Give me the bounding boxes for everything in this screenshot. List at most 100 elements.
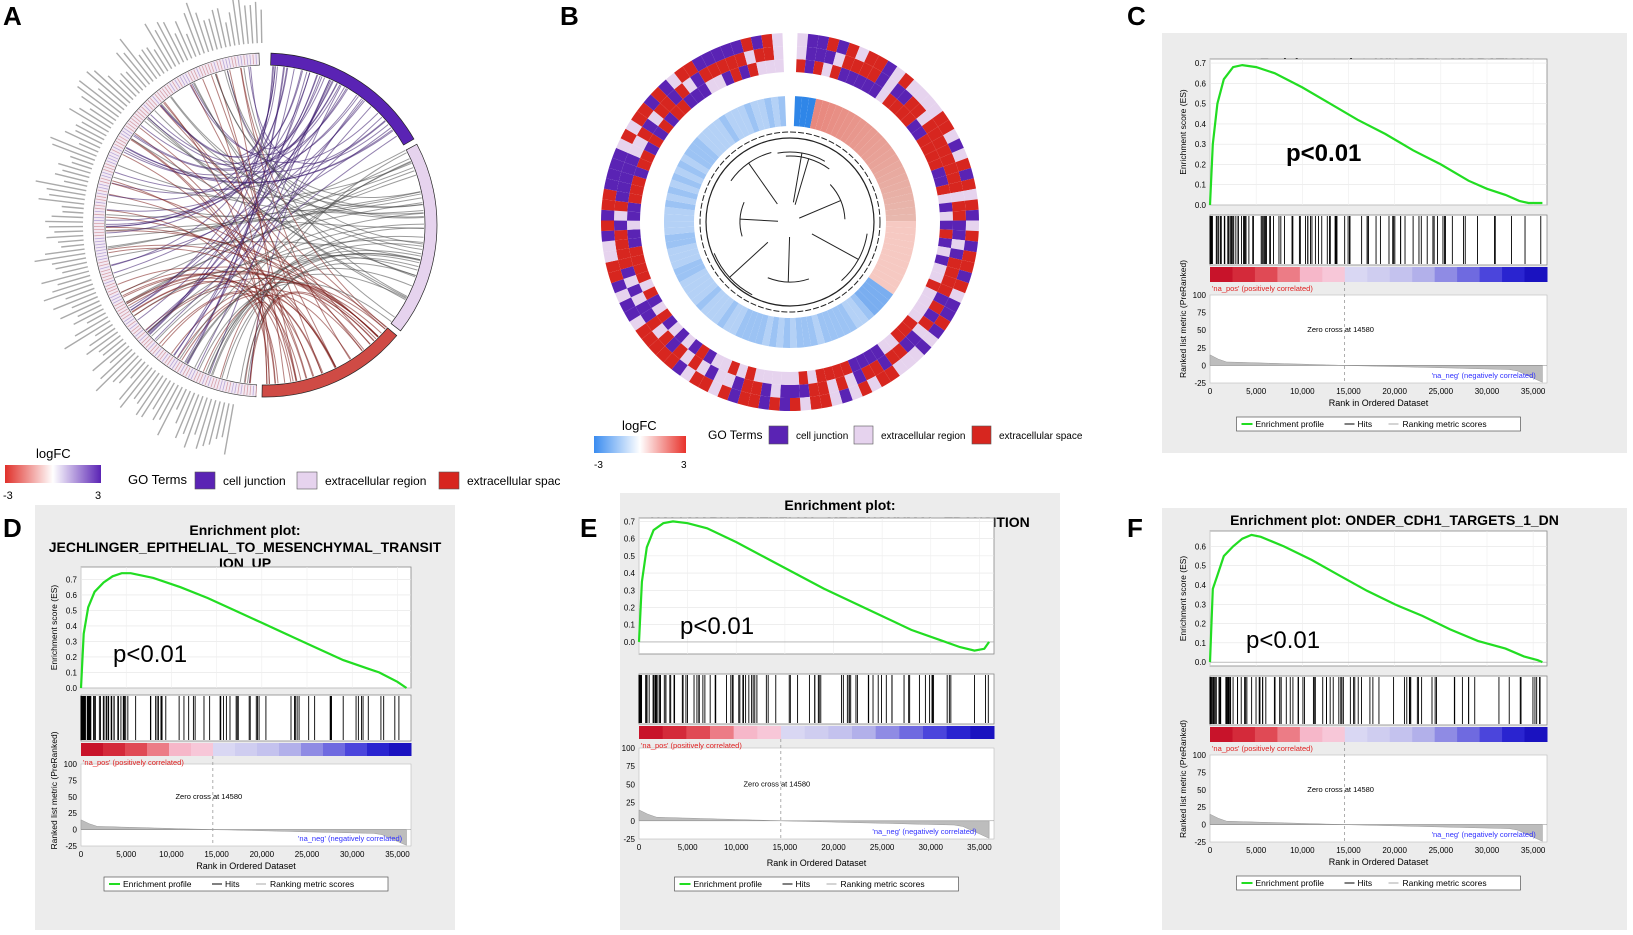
x-tick-label: 5,000 bbox=[1246, 846, 1267, 855]
gene-label-tick bbox=[61, 245, 84, 247]
es-tick-label: 0.6 bbox=[624, 535, 636, 544]
rank-color-segment bbox=[1412, 267, 1435, 282]
panel-a-logfc-title: logFC bbox=[36, 446, 71, 461]
metric-tick-label: 25 bbox=[626, 799, 635, 808]
rank-color-segment bbox=[1345, 267, 1368, 282]
gene-stripe bbox=[256, 54, 257, 64]
rank-color-segment bbox=[169, 743, 192, 756]
rank-color-segment bbox=[1210, 267, 1233, 282]
zero-cross-label: Zero cross at 14580 bbox=[1307, 325, 1374, 334]
metric-tick-label: 75 bbox=[68, 776, 77, 785]
go-term-cell bbox=[614, 201, 628, 212]
es-tick-label: 0.3 bbox=[66, 637, 78, 646]
go-term-cell bbox=[781, 372, 790, 385]
rank-color-segment bbox=[367, 743, 390, 756]
rank-color-segment bbox=[81, 743, 104, 756]
x-tick-label: 20,000 bbox=[1382, 387, 1407, 396]
metric-tick-label: 25 bbox=[68, 809, 77, 818]
neg-correlated-label: 'na_neg' (negatively correlated) bbox=[872, 827, 977, 836]
metric-plot-area bbox=[639, 748, 994, 839]
gene-label-tick bbox=[87, 332, 118, 355]
rank-color-segment bbox=[323, 743, 346, 756]
pos-correlated-label: 'na_pos' (positively correlated) bbox=[1212, 744, 1313, 753]
legend-swatch-space bbox=[439, 472, 459, 489]
go-term-cell bbox=[799, 384, 810, 398]
es-tick-label: 0.2 bbox=[1195, 620, 1207, 629]
gene-label-tick bbox=[238, 0, 243, 44]
es-tick-label: 0.1 bbox=[1195, 639, 1207, 648]
go-term-cell bbox=[797, 46, 807, 60]
rank-color-segment bbox=[663, 726, 687, 739]
go-term-cell bbox=[780, 385, 790, 398]
rank-color-segment bbox=[1277, 727, 1300, 742]
gene-label-tick bbox=[95, 324, 112, 335]
metric-tick-label: 75 bbox=[1197, 768, 1206, 777]
gene-label-tick bbox=[75, 317, 108, 336]
x-axis-label: Rank in Ordered Dataset bbox=[1329, 398, 1429, 408]
legend-term-space: extracellular space bbox=[999, 431, 1083, 442]
x-tick-label: 35,000 bbox=[1521, 387, 1546, 396]
rank-color-segment bbox=[1367, 727, 1390, 742]
es-tick-label: 0.3 bbox=[1195, 140, 1207, 149]
rank-color-segment bbox=[639, 726, 663, 739]
neg-correlated-label: 'na_neg' (negatively correlated) bbox=[1432, 371, 1537, 380]
es-tick-label: 0.3 bbox=[1195, 600, 1207, 609]
x-tick-label: 15,000 bbox=[1336, 387, 1361, 396]
gene-label-tick bbox=[137, 373, 159, 404]
gsea-panel-f: Enrichment plot: ONDER_CDH1_TARGETS_1_DN… bbox=[1162, 508, 1627, 930]
panel-a-logfc-min: -3 bbox=[3, 490, 13, 502]
es-tick-label: 0.2 bbox=[624, 604, 636, 613]
zero-cross-label: Zero cross at 14580 bbox=[743, 779, 810, 788]
gene-label-tick bbox=[64, 181, 87, 186]
go-term-cell bbox=[614, 211, 627, 221]
gene-label-tick bbox=[255, 2, 257, 43]
go-term-cell bbox=[769, 397, 780, 411]
gene-label-tick bbox=[120, 368, 152, 408]
go-term-cell bbox=[965, 199, 979, 210]
go-term-cell bbox=[779, 398, 790, 411]
x-tick-label: 35,000 bbox=[967, 843, 992, 852]
chart-title-line: Enrichment plot: ONDER_CDH1_TARGETS_1_DN bbox=[1230, 512, 1559, 528]
go-term-cell bbox=[964, 240, 978, 252]
go-term-cell bbox=[761, 34, 773, 48]
metric-tick-label: 100 bbox=[622, 744, 636, 753]
gene-label-tick bbox=[184, 396, 203, 447]
legend-hits-label: Hits bbox=[796, 879, 811, 889]
legend-metric-label: Ranking metric scores bbox=[1403, 419, 1487, 429]
rank-color-segment bbox=[1435, 727, 1458, 742]
es-tick-label: 0.5 bbox=[1195, 562, 1207, 571]
x-tick-label: 15,000 bbox=[773, 843, 798, 852]
legend-metric-label: Ranking metric scores bbox=[841, 879, 925, 889]
go-term-cell bbox=[772, 371, 782, 385]
x-tick-label: 10,000 bbox=[724, 843, 749, 852]
gene-label-tick bbox=[55, 174, 88, 182]
gene-label-tick bbox=[58, 275, 91, 284]
gene-label-tick bbox=[225, 404, 234, 454]
rank-color-segment bbox=[1525, 727, 1548, 742]
gsea-panel-e: Enrichment plot:HALLMARK_EPITHELIAL_MESE… bbox=[620, 493, 1060, 930]
rank-color-segment bbox=[1300, 267, 1323, 282]
legend-profile-label: Enrichment profile bbox=[1256, 878, 1325, 888]
gene-label-tick bbox=[36, 181, 87, 191]
neg-correlated-label: 'na_neg' (negatively correlated) bbox=[298, 834, 403, 843]
gene-label-tick bbox=[35, 253, 86, 261]
metric-tick-label: 75 bbox=[1197, 309, 1206, 318]
gene-label-tick bbox=[177, 389, 187, 409]
panel-label-d: D bbox=[3, 515, 22, 541]
metric-tick-label: 0 bbox=[631, 817, 636, 826]
legend-hits-label: Hits bbox=[1358, 878, 1373, 888]
gene-stripe bbox=[256, 386, 257, 396]
rank-color-segment bbox=[876, 726, 900, 739]
gene-label-tick bbox=[58, 164, 90, 174]
rank-color-segment bbox=[805, 726, 829, 739]
x-tick-label: 5,000 bbox=[678, 843, 699, 852]
gene-label-tick bbox=[209, 401, 220, 444]
x-tick-label: 10,000 bbox=[159, 850, 184, 859]
rank-color-segment bbox=[279, 743, 302, 756]
rank-color-segment bbox=[1502, 727, 1525, 742]
p-value-label: p<0.01 bbox=[1286, 140, 1361, 167]
gsea-panel-c: Enrichment plot: WU_CELL_MIGRATION0.00.1… bbox=[1162, 33, 1627, 453]
rank-color-segment bbox=[1367, 267, 1390, 282]
gene-label-tick bbox=[113, 356, 138, 382]
metric-tick-label: 50 bbox=[626, 780, 635, 789]
